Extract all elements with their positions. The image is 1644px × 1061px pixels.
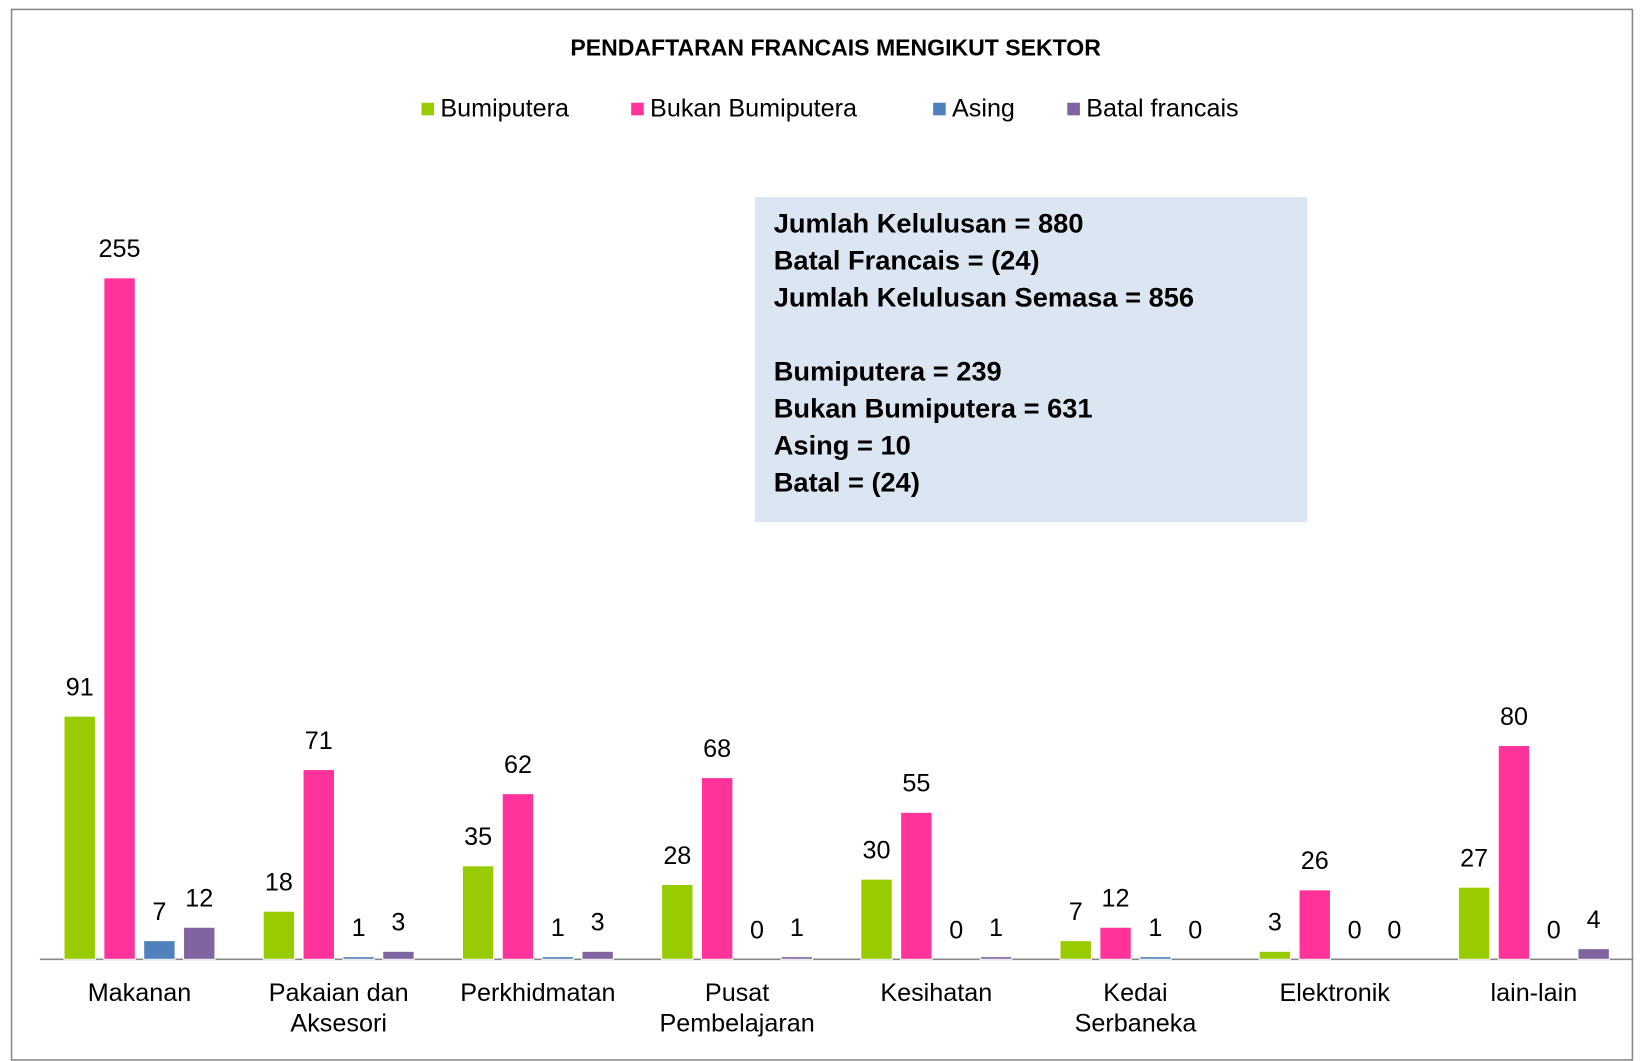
bar <box>342 956 375 960</box>
annotation-line: Batal Francais = (24) <box>774 245 1040 276</box>
x-tick-label: Pusat Pembelajaran <box>659 979 815 1038</box>
data-label: 3 <box>391 909 405 937</box>
legend-label: Asing <box>952 95 1015 123</box>
data-label: 0 <box>1387 917 1401 945</box>
bar <box>262 910 296 960</box>
data-label: 18 <box>265 869 293 897</box>
legend-swatch <box>631 102 644 116</box>
bar <box>581 950 614 960</box>
x-tick-label: Elektronik <box>1279 979 1390 1008</box>
chart-title: PENDAFTARAN FRANCAIS MENGIKUT SEKTOR <box>570 34 1101 60</box>
data-label: 7 <box>1069 898 1083 926</box>
x-tick-label: Makanan <box>87 979 192 1008</box>
bar <box>143 940 176 960</box>
x-tick-label: lain-lain <box>1490 979 1578 1008</box>
x-tick-label-box: Pusat Pembelajaran <box>659 979 815 1038</box>
x-tick-label-box: Pakaian dan Aksesori <box>268 979 409 1038</box>
bar <box>63 715 96 960</box>
bar <box>302 769 336 960</box>
data-label: 35 <box>464 823 492 851</box>
data-label: 1 <box>551 914 565 942</box>
data-label: 0 <box>750 917 764 945</box>
bar <box>979 956 1013 960</box>
x-tick-label: Perkhidmatan <box>460 979 616 1008</box>
x-tick-label: Kedai Serbaneka <box>1074 979 1197 1038</box>
data-label: 0 <box>1188 917 1202 945</box>
x-tick-label: Kesihatan <box>880 979 993 1008</box>
data-label: 0 <box>949 917 963 945</box>
bar <box>780 956 814 960</box>
x-tick-label-box: Kedai Serbaneka <box>1074 979 1197 1038</box>
bar <box>1497 744 1531 960</box>
legend-label: Bumiputera <box>440 95 569 123</box>
data-label: 1 <box>352 914 366 942</box>
data-label: 3 <box>1268 909 1282 937</box>
annotation-line: Batal = (24) <box>774 466 920 497</box>
bar <box>501 793 535 960</box>
legend-label: Batal francais <box>1086 95 1238 123</box>
data-label: 80 <box>1500 703 1528 731</box>
bar <box>700 777 734 960</box>
data-label: 68 <box>703 735 731 763</box>
data-label: 0 <box>1547 917 1561 945</box>
annotation-line: Asing = 10 <box>774 429 911 460</box>
bar <box>103 277 136 960</box>
annotation-line: Jumlah Kelulusan = 880 <box>774 208 1084 239</box>
data-label: 255 <box>99 235 141 263</box>
annotation-line: Bukan Bumiputera = 631 <box>774 392 1093 423</box>
data-label: 7 <box>152 898 166 926</box>
legend-label: Bukan Bumiputera <box>650 95 857 123</box>
bar <box>900 811 933 960</box>
legend-swatch <box>421 102 435 116</box>
data-label: 1 <box>989 914 1003 942</box>
bar <box>1099 926 1132 960</box>
x-tick-label-box: Kesihatan <box>880 979 993 1008</box>
bar <box>1457 886 1491 960</box>
x-tick-label: Pakaian dan Aksesori <box>268 979 409 1038</box>
x-tick-label-box: Elektronik <box>1279 979 1390 1008</box>
data-label: 26 <box>1301 847 1329 875</box>
data-label: 91 <box>66 673 94 701</box>
bar <box>1258 950 1292 960</box>
bar <box>1298 889 1332 960</box>
data-label: 62 <box>504 751 532 779</box>
data-label: 55 <box>902 770 930 798</box>
x-tick-label-box: Makanan <box>87 979 192 1008</box>
data-label: 1 <box>790 914 804 942</box>
annotation-box <box>754 197 1308 523</box>
x-tick-label-box: Perkhidmatan <box>460 979 616 1008</box>
bar <box>541 956 575 960</box>
data-label: 30 <box>863 837 891 865</box>
annotation-line: Jumlah Kelulusan Semasa = 856 <box>774 282 1194 313</box>
data-label: 0 <box>1348 917 1362 945</box>
data-label: 28 <box>663 842 691 870</box>
data-label: 1 <box>1148 914 1162 942</box>
legend-swatch <box>933 102 946 116</box>
bar <box>1577 948 1610 960</box>
data-label: 12 <box>1102 885 1130 913</box>
data-label: 12 <box>185 885 213 913</box>
bar <box>461 865 495 960</box>
legend-swatch <box>1067 102 1080 116</box>
bar <box>1059 940 1092 960</box>
bar <box>1139 956 1172 960</box>
bar <box>860 878 893 960</box>
bar <box>661 883 694 960</box>
data-label: 4 <box>1587 906 1601 934</box>
annotation-line: Bumiputera = 239 <box>774 355 1002 386</box>
bar <box>382 950 415 960</box>
chart-frame <box>10 8 1634 1061</box>
data-label: 71 <box>305 727 333 755</box>
bar <box>182 926 216 960</box>
data-label: 27 <box>1460 845 1488 873</box>
data-label: 3 <box>591 909 605 937</box>
x-tick-label-box: lain-lain <box>1490 979 1578 1008</box>
